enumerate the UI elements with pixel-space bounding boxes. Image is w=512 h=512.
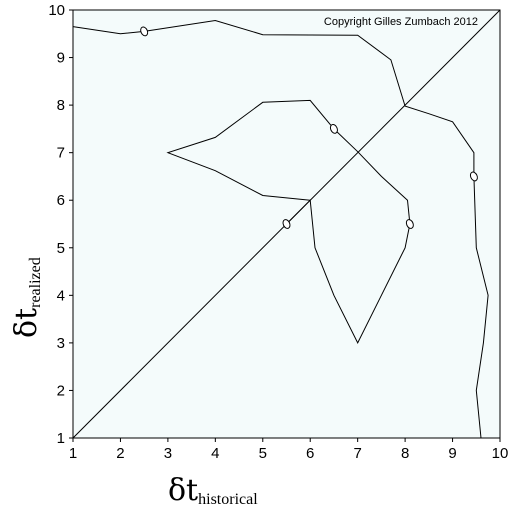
contour-label-marker-5: [282, 219, 291, 229]
contour-label-marker-2: [469, 171, 478, 182]
x-tick-label: 10: [492, 445, 509, 462]
tick-labels: 1 2 3 4 5 6 7 8 9 10 1 2 3 4 5 6 7 8 9 10: [48, 2, 508, 462]
x-tick-label: 4: [211, 445, 219, 462]
y-axis-subscript: realized: [27, 257, 44, 308]
contour-line-3: [166, 99, 411, 345]
contour-label-marker-1: [140, 26, 149, 37]
y-tick-label: 9: [57, 50, 65, 67]
svg-text:δthistorical: δthistorical: [168, 473, 258, 508]
contour-line-1: [72, 19, 489, 439]
y-axis-label: δtrealized: [9, 257, 44, 338]
y-tick-label: 4: [57, 287, 65, 304]
y-tick-label: 1: [57, 430, 65, 447]
x-tick-label: 8: [401, 445, 409, 462]
svg-text:δtrealized: δtrealized: [9, 257, 44, 338]
y-tick-label: 7: [57, 145, 65, 162]
x-tick-label: 6: [306, 445, 314, 462]
y-axis-symbol: δt: [9, 308, 44, 338]
x-axis-subscript: historical: [198, 491, 258, 508]
y-tick-label: 8: [57, 97, 65, 114]
copyright-annotation: Copyright Gilles Zumbach 2012: [324, 16, 478, 28]
x-tick-label: 9: [448, 445, 456, 462]
y-tick-label: 2: [57, 382, 65, 399]
contour-label-marker-3: [329, 124, 338, 134]
x-axis-label: δthistorical: [168, 473, 258, 508]
y-tick-label: 10: [48, 2, 65, 19]
y-tick-label: 3: [57, 335, 65, 352]
contour-label-marker-4: [405, 219, 414, 229]
y-tick-label: 5: [57, 240, 65, 257]
x-tick-label: 2: [116, 445, 124, 462]
x-tick-label: 5: [259, 445, 267, 462]
x-tick-label: 1: [69, 445, 77, 462]
x-tick-label: 7: [353, 445, 361, 462]
y-tick-label: 6: [57, 192, 65, 209]
x-tick-label: 3: [164, 445, 172, 462]
x-axis-symbol: δt: [168, 473, 198, 508]
chart-marks: [72, 9, 501, 439]
